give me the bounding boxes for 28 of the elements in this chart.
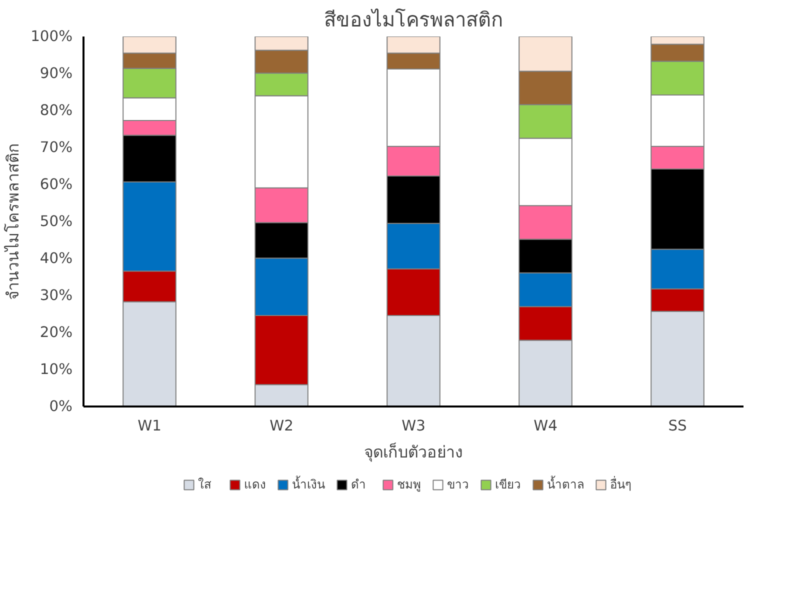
legend-label: อื่นๆ xyxy=(610,475,631,494)
y-axis-title: จำนวนไมโครพลาสติก xyxy=(4,143,23,300)
legend-label: น้ำเงิน xyxy=(292,474,325,494)
y-tick-label: 100% xyxy=(30,28,73,45)
x-tick-label: SS xyxy=(668,418,687,434)
y-tick-label: 70% xyxy=(40,139,73,156)
legend-label: แดง xyxy=(244,476,266,494)
y-tick-label: 0% xyxy=(49,398,73,415)
chart-title: สีของไมโครพลาสติก xyxy=(324,8,503,32)
legend-label: ดำ xyxy=(351,476,367,494)
y-tick-label: 60% xyxy=(40,176,73,193)
x-axis-title: จุดเก็บตัวอย่าง xyxy=(364,442,463,462)
x-tick-label: W2 xyxy=(270,418,294,434)
y-tick-label: 30% xyxy=(40,287,73,304)
y-tick-label: 50% xyxy=(40,213,73,230)
x-tick-label: W4 xyxy=(534,418,558,434)
x-tick-label: W1 xyxy=(138,418,162,434)
y-tick-label: 40% xyxy=(40,250,73,267)
legend-label: เขียว xyxy=(495,476,521,494)
legend-label: ชมพู xyxy=(397,476,421,494)
y-tick-label: 10% xyxy=(40,361,73,378)
y-tick-label: 90% xyxy=(40,65,73,82)
legend-label: น้ำตาล xyxy=(547,474,584,494)
y-tick-label: 20% xyxy=(40,324,73,341)
legend-label: ขาว xyxy=(447,476,469,494)
y-tick-label: 80% xyxy=(40,102,73,119)
legend-label: ใส xyxy=(198,476,212,494)
x-tick-label: W3 xyxy=(402,418,426,434)
